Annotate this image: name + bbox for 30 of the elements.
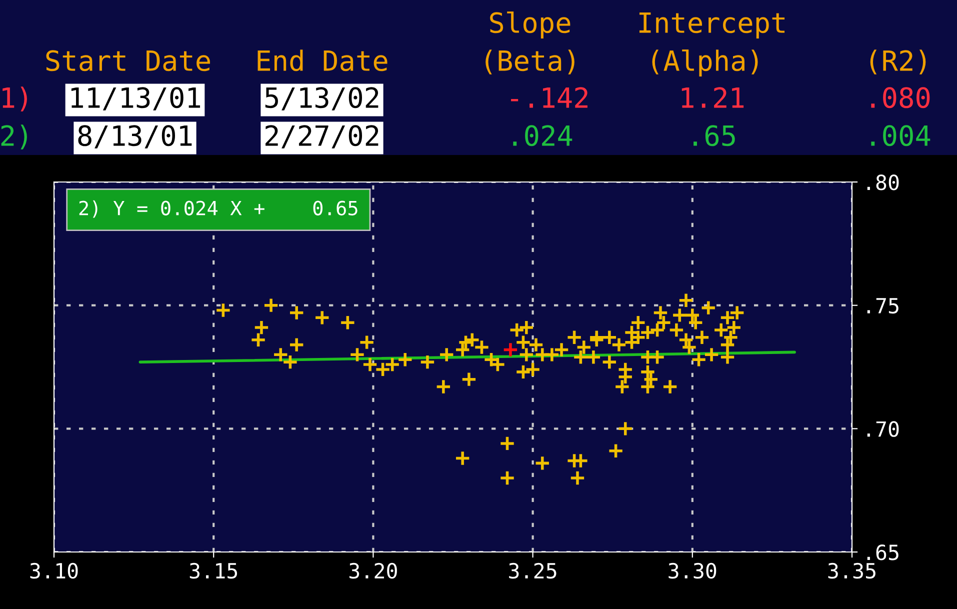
y-tick-label: .65 [867,544,898,560]
text: .080 [871,87,930,108]
x-tick-label: 3.35 [828,562,876,579]
text: 1.21 [682,87,744,108]
text: Slope [490,11,570,39]
text: .65 [694,125,735,146]
text: -.142 [511,87,588,108]
text: 1) [2,86,27,112]
x-tick-label: 3.25 [509,562,556,579]
y-tick-label: .70 [867,421,899,437]
text: 2) [1,124,27,150]
text: End Date [258,50,388,72]
y-tick-label: .75 [867,298,898,314]
x-tick-label: 3.10 [30,562,78,579]
text: Intercept [639,12,785,39]
text: (R2) [870,50,926,74]
text: .004 [871,125,930,146]
y-tick-label: .80 [867,174,899,190]
text: 5/13/02 [265,87,378,110]
text: 8/13/01 [78,125,192,148]
x-tick-label: 3.30 [668,562,716,579]
text: (Beta) [486,50,574,74]
text: (Alpha) [652,49,758,77]
text: 11/13/01 [71,87,200,110]
text: 2/27/02 [266,125,378,148]
annotation: 2) Y = 0.024 X + 0.65 [79,200,358,218]
x-tick-label: 3.20 [350,562,397,579]
x-tick-label: 3.15 [190,562,238,579]
text: Start Date [46,50,210,72]
text: .024 [513,125,572,146]
